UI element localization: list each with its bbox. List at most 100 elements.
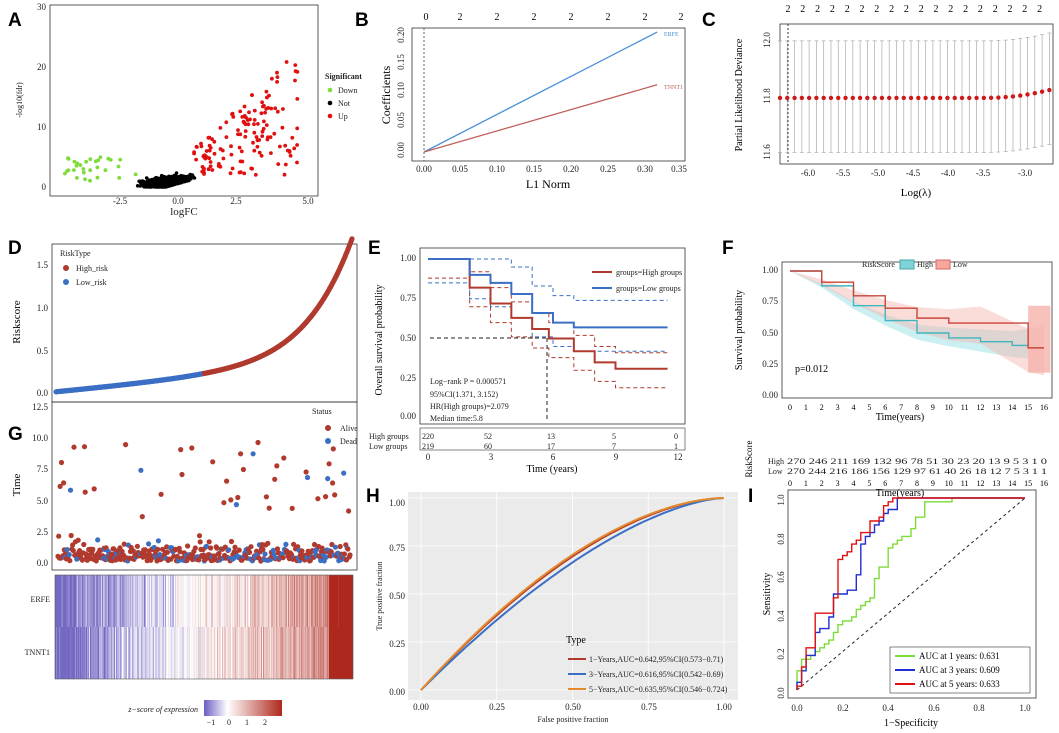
volcano-point-up bbox=[252, 148, 257, 153]
volcano-point-up bbox=[242, 114, 247, 118]
b-xtick-1: 0.05 bbox=[452, 164, 468, 174]
heatmap-cell bbox=[230, 627, 232, 679]
f-pvalue: p=0.012 bbox=[795, 364, 828, 375]
a-legend-down: Down bbox=[338, 86, 358, 95]
heatmap-cell bbox=[337, 575, 339, 627]
survival-point bbox=[67, 558, 73, 564]
heatmap-cell bbox=[115, 627, 117, 679]
panel-a-frame bbox=[49, 4, 319, 197]
heatmap-cell bbox=[283, 627, 285, 679]
i-ylabel: Sensitivity bbox=[762, 573, 773, 616]
heatmap-cell bbox=[108, 627, 110, 679]
heatmap-cell bbox=[249, 575, 251, 627]
heatmap-cell bbox=[154, 627, 156, 679]
cv-point bbox=[887, 95, 892, 101]
volcano-point-up bbox=[295, 143, 299, 147]
km-high-ci-lower bbox=[428, 277, 668, 389]
heatmap-cell bbox=[153, 627, 155, 679]
survival-point bbox=[164, 549, 170, 555]
heatmap-cell bbox=[152, 627, 154, 679]
survival-point bbox=[90, 546, 96, 553]
a-ytick-2: 20 bbox=[37, 62, 47, 72]
heatmap-cell bbox=[91, 627, 93, 679]
c-top-tick: 2 bbox=[815, 4, 820, 15]
heatmap-cell bbox=[150, 627, 152, 679]
cv-point bbox=[857, 95, 863, 101]
heatmap-cell bbox=[183, 575, 185, 627]
cv-point bbox=[1010, 94, 1016, 99]
volcano-point-up bbox=[266, 135, 270, 140]
survival-point bbox=[238, 451, 244, 457]
survival-point bbox=[232, 544, 238, 550]
volcano-point-up bbox=[260, 129, 265, 134]
heatmap-cell bbox=[335, 575, 337, 627]
survival-point bbox=[138, 467, 144, 473]
b-toptick-0: 0 bbox=[424, 12, 429, 23]
d-legend-high: High_risk bbox=[76, 264, 108, 273]
panel-f: 0.00 0.25 0.50 0.75 1.00 Survival probab… bbox=[734, 259, 1053, 499]
g-ytick-3: 7.5 bbox=[37, 464, 49, 474]
heatmap-cell bbox=[265, 575, 267, 627]
i-xtick-0: 0.0 bbox=[791, 703, 803, 713]
volcano-point bbox=[142, 183, 146, 188]
volcano-point-up bbox=[253, 172, 258, 177]
heatmap-cell bbox=[288, 575, 290, 627]
heatmap-cell bbox=[286, 627, 288, 679]
volcano-point-up bbox=[252, 122, 256, 127]
heatmap-cell bbox=[137, 575, 139, 627]
heatmap-cell bbox=[117, 627, 119, 679]
survival-point bbox=[189, 445, 195, 451]
heatmap-frame bbox=[54, 574, 354, 680]
volcano-point bbox=[180, 175, 185, 179]
cv-point bbox=[828, 95, 834, 101]
survival-point bbox=[82, 489, 88, 495]
heatmap-cell bbox=[204, 575, 206, 627]
heatmap-cell bbox=[194, 575, 196, 627]
heatmap-cell bbox=[231, 627, 233, 679]
heatmap-cell bbox=[69, 627, 71, 679]
heatmap-cell bbox=[86, 627, 88, 679]
heatmap-cell bbox=[119, 627, 121, 679]
heatmap-cell bbox=[121, 575, 123, 627]
heatmap-cell bbox=[166, 575, 168, 627]
heatmap-cell bbox=[260, 627, 262, 679]
survival-point bbox=[330, 446, 336, 452]
heatmap-cell bbox=[159, 627, 161, 679]
f-xtick-bottom: 16 bbox=[1040, 479, 1048, 488]
heatmap-cell bbox=[157, 575, 159, 627]
cv-point bbox=[981, 95, 987, 101]
heatmap-cell bbox=[264, 575, 266, 627]
heatmap-cell bbox=[273, 627, 275, 679]
heatmap-cell bbox=[309, 627, 311, 679]
heatmap-cell bbox=[329, 627, 331, 679]
heatmap-cell bbox=[311, 575, 313, 627]
heatmap-cell bbox=[92, 575, 94, 627]
heatmap-cell bbox=[338, 575, 340, 627]
heatmap-cell bbox=[275, 575, 277, 627]
heatmap-cell bbox=[250, 627, 252, 679]
volcano-point bbox=[173, 180, 178, 185]
heatmap-cell bbox=[276, 575, 278, 627]
f-legend-low-key bbox=[935, 259, 951, 270]
e-risk-high-2: 13 bbox=[547, 432, 555, 441]
volcano-point-down bbox=[103, 168, 108, 173]
heatmap-cell bbox=[261, 575, 263, 627]
volcano-point-down bbox=[118, 157, 123, 162]
cv-point bbox=[1032, 91, 1038, 96]
f-xticks-bottom: 0 1 2 3 4 5 6 7 8 9 10 11 12 13 14 15 16 bbox=[788, 479, 1048, 488]
survival-point bbox=[289, 505, 295, 511]
heatmap-cell bbox=[90, 627, 92, 679]
heatmap-cell bbox=[154, 575, 156, 627]
panel-f-curves bbox=[790, 270, 1051, 376]
heatmap-cell bbox=[315, 627, 317, 679]
panel-g-heatmap bbox=[55, 575, 354, 679]
coef-line-erfe bbox=[423, 31, 658, 153]
heatmap-cell bbox=[288, 627, 290, 679]
e-stat-hr: HR(High groups)=2.079 bbox=[430, 402, 509, 411]
survival-point bbox=[265, 540, 271, 547]
heatmap-cell bbox=[324, 627, 326, 679]
b-ytick-2: 0.10 bbox=[396, 82, 406, 98]
heatmap-cell bbox=[60, 575, 62, 627]
f-table-low-row: 270 244 216 186 156 129 97 61 40 26 18 1… bbox=[787, 467, 1047, 476]
volcano-point-up bbox=[218, 126, 223, 130]
